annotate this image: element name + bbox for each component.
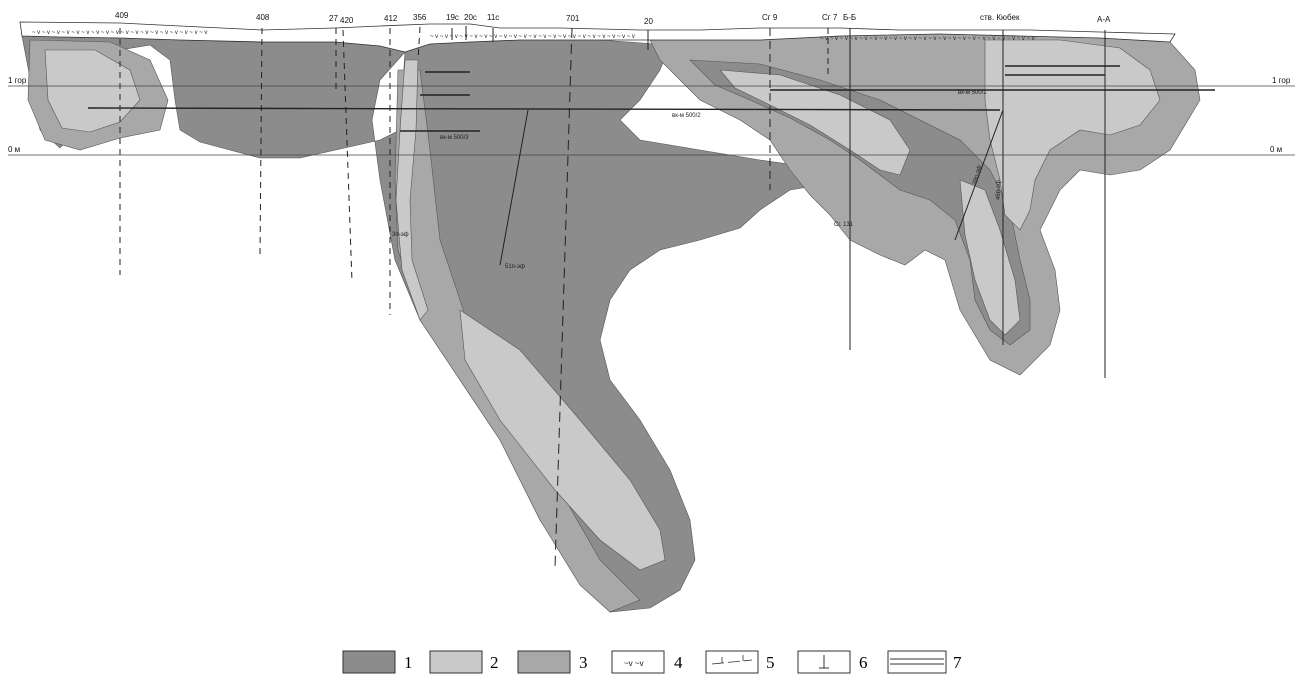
legend: 1 2 3 ~v ~v 4 5 6 7	[342, 650, 962, 674]
unit-2-light-right	[984, 39, 1161, 231]
legend-num-6: 6	[859, 653, 868, 672]
legend-symbol-4: ~v ~v	[624, 659, 644, 668]
borehole-408	[259, 27, 263, 256]
legend-tick-line	[711, 659, 753, 665]
crust-pattern: ~ v ~ v ~ v ~ v ~ v ~ v ~ v ~ v ~ v ~ v …	[430, 34, 635, 40]
label-kyubek: ств. Кюбек	[980, 13, 1020, 22]
unit-2-light-plume	[459, 309, 666, 571]
label-51p-ef: 51п-эф	[505, 264, 525, 270]
label-46p-ef: 46п-эф	[996, 180, 1002, 200]
borehole-labels: 409 408 27 420 412 356 19с 20с 11с 701 2…	[115, 11, 1111, 26]
level-0-right-label: 0 м	[1270, 145, 1282, 154]
level-1-left-label: 1 гор	[8, 76, 27, 85]
label-39p-ef: 39п-эф	[972, 165, 983, 186]
label-409: 409	[115, 11, 129, 20]
label-19c: 19с	[446, 13, 459, 22]
legend-num-1: 1	[404, 653, 413, 672]
legend-num-5: 5	[766, 653, 775, 672]
level-1-right-label: 1 гор	[1272, 76, 1291, 85]
level-0-left-label: 0 м	[8, 145, 20, 154]
borehole-701	[554, 27, 573, 569]
label-cg131: Сг. 131	[834, 222, 854, 228]
mine-workings	[87, 65, 1215, 132]
label-bb: Б-Б	[843, 13, 856, 22]
label-701: 701	[566, 14, 580, 23]
borehole-356	[417, 26, 421, 61]
unit-2-light-lens	[959, 179, 1021, 336]
borehole-51p	[499, 109, 529, 266]
label-vk-500-3: вк-м 500/3	[440, 135, 469, 141]
label-20: 20	[644, 17, 653, 26]
unit-2-light-sliver	[395, 59, 429, 321]
label-420: 420	[340, 16, 354, 25]
legend-swatch-4	[611, 650, 665, 674]
borehole-420	[342, 29, 353, 283]
label-27: 27	[329, 14, 338, 23]
legend-num-4: 4	[674, 653, 683, 672]
legend-swatch-2	[429, 650, 483, 674]
label-aa: А-А	[1097, 15, 1111, 24]
crust-band	[19, 21, 1176, 53]
legend-swatch-1	[342, 650, 396, 674]
borehole-39p	[954, 109, 1004, 241]
label-356: 356	[413, 13, 427, 22]
unit-2-light-bands	[719, 69, 911, 176]
working-500-2	[87, 107, 1001, 111]
label-20c: 20с	[464, 13, 477, 22]
label-cg9: Сг 9	[762, 13, 778, 22]
label-412: 412	[384, 14, 398, 23]
legend-swatch-7	[887, 650, 947, 674]
ore-body-left	[21, 35, 831, 613]
legend-num-7: 7	[953, 653, 962, 672]
boreholes	[119, 26, 1106, 569]
label-cg7: Сг 7	[822, 13, 838, 22]
label-vk-500-2: вк-м 500/2	[672, 113, 701, 119]
crust-pattern: ~ v ~ v ~ v ~ v ~ v ~ v ~ v ~ v ~ v ~ v …	[820, 36, 1035, 42]
label-vk-500-1: вк-м 500/1	[958, 90, 987, 96]
label-11c: 11с	[487, 13, 499, 22]
legend-num-3: 3	[579, 653, 588, 672]
ore-body-right	[649, 33, 1201, 376]
legend-swatch-3	[517, 650, 571, 674]
working-labels: вк-м 500/1 вк-м 500/2 вк-м 500/3 3п-эф 5…	[392, 90, 1002, 270]
level-lines	[8, 85, 1295, 156]
label-3p-ef: 3п-эф	[392, 232, 409, 238]
label-408: 408	[256, 13, 270, 22]
legend-num-2: 2	[490, 653, 499, 672]
